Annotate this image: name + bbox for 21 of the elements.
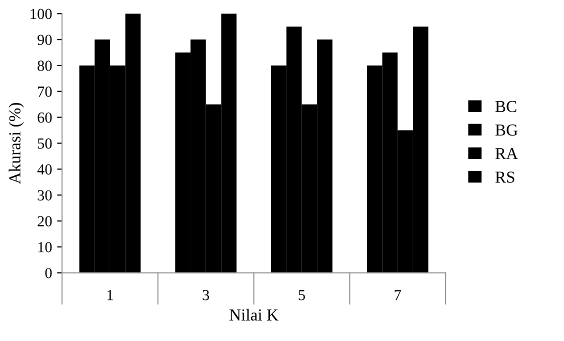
x-tick-label: 3 [202,290,210,300]
legend-label: RA [495,148,518,160]
x-axis-title: Nilai K [230,308,278,321]
y-tick-label: 40 [37,164,52,175]
y-tick-label: 20 [38,216,52,226]
y-tick-label: 70 [38,86,52,97]
y-tick-label: 0 [45,268,52,278]
y-axis-title: Akurasi (%) [8,102,24,184]
x-tick-label: 1 [108,290,113,300]
y-tick-label: 60 [38,112,52,123]
legend-label: BG [495,124,518,136]
y-tick-label: 90 [38,34,52,46]
x-tick-label: 7 [394,290,401,300]
y-tick-label: 80 [38,60,52,71]
legend-label: RS [495,172,514,183]
y-tick-label: 50 [38,138,52,149]
y-tick-label: 10 [38,242,52,252]
x-tick-label: 5 [298,290,305,300]
y-tick-label: 100 [30,8,52,20]
y-tick-label: 30 [38,190,52,201]
legend-label: BC [495,100,516,112]
